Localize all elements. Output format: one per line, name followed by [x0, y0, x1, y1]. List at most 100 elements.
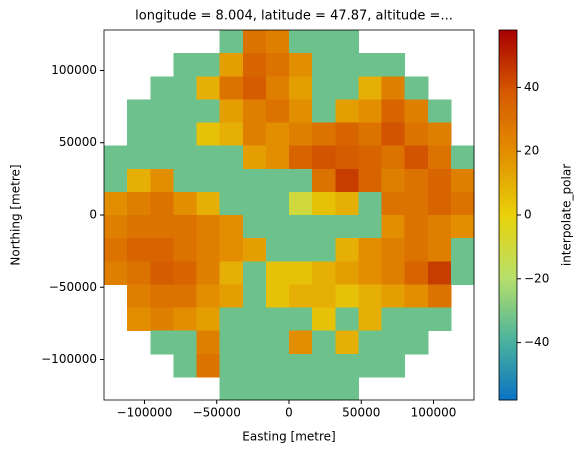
y-tick-label: −50000: [49, 280, 97, 294]
colorbar-step: [499, 148, 517, 152]
colorbar-step: [499, 84, 517, 89]
cell: [265, 261, 290, 285]
cell: [173, 145, 197, 170]
x-axis-label: Easting [metre]: [242, 430, 335, 444]
cell: [173, 76, 197, 100]
colorbar-tick-label: 20: [524, 144, 539, 158]
colorbar-step: [499, 380, 517, 385]
cell: [219, 261, 244, 285]
cell: [127, 261, 151, 285]
cell: [242, 330, 267, 355]
cell: [381, 145, 406, 170]
cell: [242, 353, 267, 378]
cell: [427, 99, 452, 123]
colorbar-step: [499, 151, 517, 155]
cell: [404, 145, 429, 170]
cell: [196, 330, 221, 355]
colorbar-step: [499, 77, 517, 82]
colorbar-step: [499, 387, 517, 392]
colorbar-step: [499, 106, 517, 111]
cell: [265, 307, 290, 332]
cell: [173, 53, 197, 77]
cell: [289, 307, 313, 332]
colorbar-step: [499, 266, 517, 270]
cell: [312, 122, 336, 147]
cell: [150, 284, 174, 308]
colorbar-step: [499, 81, 517, 85]
colorbar-step: [499, 186, 517, 191]
colorbar-step: [499, 317, 517, 321]
cell: [381, 215, 406, 239]
cell: [196, 353, 221, 378]
cell: [381, 238, 406, 262]
colorbar-tick-label: −40: [524, 335, 549, 349]
cell: [196, 145, 221, 170]
cell: [242, 376, 267, 401]
cell: [127, 122, 151, 147]
cell: [104, 145, 128, 170]
colorbar-tick-label: −20: [524, 271, 549, 285]
cell: [173, 353, 197, 378]
cell: [127, 238, 151, 262]
y-tick-label: 50000: [59, 135, 97, 149]
colorbar-step: [499, 256, 517, 261]
colorbar-step: [499, 313, 517, 318]
colorbar-step: [499, 125, 517, 130]
colorbar-step: [499, 230, 517, 235]
cell: [265, 284, 290, 308]
cell: [289, 168, 313, 193]
cell: [404, 191, 429, 216]
colorbar-step: [499, 329, 517, 334]
cell: [358, 215, 382, 239]
colorbar-step: [499, 234, 517, 238]
cell: [404, 168, 429, 193]
cell: [404, 76, 429, 100]
x-tick-label: −50000: [193, 406, 241, 420]
colorbar-step: [499, 68, 517, 73]
cell: [312, 215, 336, 239]
colorbar-step: [499, 218, 517, 222]
cell: [335, 284, 359, 308]
colorbar-step: [499, 355, 517, 360]
cell: [335, 215, 359, 239]
y-axis-label: Northing [metre]: [9, 164, 23, 265]
colorbar-step: [499, 52, 517, 57]
cell: [104, 168, 128, 193]
cell: [381, 168, 406, 193]
colorbar-step: [499, 348, 517, 353]
colorbar-step: [499, 281, 517, 286]
cell: [150, 307, 174, 332]
cell: [335, 168, 359, 193]
cell: [265, 76, 290, 100]
colorbar-step: [499, 307, 517, 312]
cell: [242, 76, 267, 100]
cell: [335, 376, 359, 401]
colorbar-step: [499, 253, 517, 258]
cell: [312, 53, 336, 77]
colorbar-step: [499, 240, 517, 245]
colorbar-step: [499, 176, 517, 181]
colorbar-step: [499, 246, 517, 251]
cell: [404, 122, 429, 147]
colorbar-step: [499, 42, 517, 47]
cell: [358, 353, 382, 378]
cell: [173, 238, 197, 262]
cell: [289, 215, 313, 239]
cell: [196, 238, 221, 262]
colorbar-step: [499, 119, 517, 124]
cell: [358, 53, 382, 77]
colorbar-step: [499, 215, 517, 219]
colorbar-step: [499, 227, 517, 232]
cell: [312, 168, 336, 193]
colorbar-step: [499, 93, 517, 98]
x-tick-label: 0: [285, 406, 293, 420]
cell: [242, 238, 267, 262]
cell: [381, 261, 406, 285]
cell: [358, 76, 382, 100]
cell: [242, 53, 267, 77]
cell: [242, 284, 267, 308]
cell: [219, 284, 244, 308]
colorbar-step: [499, 141, 517, 146]
cell: [289, 53, 313, 77]
colorbar-step: [499, 100, 517, 104]
